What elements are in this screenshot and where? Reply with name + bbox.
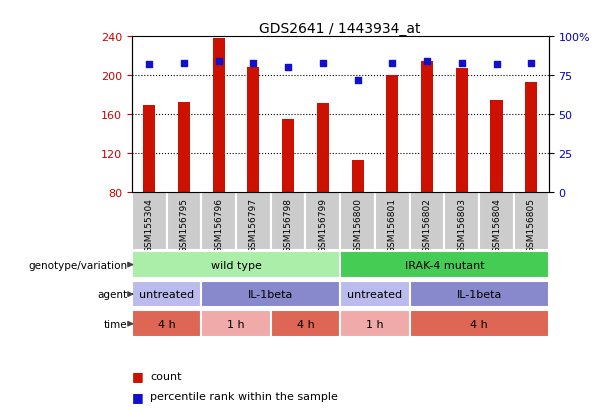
Text: GSM156804: GSM156804 — [492, 197, 501, 252]
Point — [144, 62, 154, 69]
Text: 1 h: 1 h — [366, 319, 384, 329]
FancyBboxPatch shape — [444, 193, 479, 250]
Text: untreated: untreated — [348, 290, 403, 299]
FancyBboxPatch shape — [340, 193, 375, 250]
Text: 4 h: 4 h — [470, 319, 488, 329]
Bar — [317, 103, 329, 193]
Bar — [282, 120, 294, 193]
Text: ■: ■ — [132, 369, 143, 382]
Point — [492, 62, 501, 69]
FancyBboxPatch shape — [479, 193, 514, 250]
FancyBboxPatch shape — [201, 193, 236, 250]
Bar — [386, 76, 398, 193]
FancyBboxPatch shape — [132, 193, 167, 250]
Text: IRAK-4 mutant: IRAK-4 mutant — [405, 260, 484, 270]
Text: IL-1beta: IL-1beta — [457, 290, 502, 299]
FancyBboxPatch shape — [132, 311, 201, 337]
Point — [214, 59, 224, 65]
FancyBboxPatch shape — [375, 193, 409, 250]
FancyBboxPatch shape — [236, 193, 271, 250]
FancyBboxPatch shape — [167, 193, 201, 250]
Text: 4 h: 4 h — [297, 319, 314, 329]
FancyBboxPatch shape — [201, 281, 340, 308]
FancyBboxPatch shape — [514, 193, 549, 250]
Point — [318, 60, 328, 67]
Text: GSM156802: GSM156802 — [422, 197, 432, 252]
Text: percentile rank within the sample: percentile rank within the sample — [150, 392, 338, 401]
Text: GSM156803: GSM156803 — [457, 197, 466, 252]
Bar — [178, 102, 190, 193]
Text: GSM156797: GSM156797 — [249, 197, 258, 252]
FancyBboxPatch shape — [409, 193, 444, 250]
FancyBboxPatch shape — [132, 252, 340, 278]
Bar — [351, 161, 364, 193]
FancyBboxPatch shape — [132, 281, 201, 308]
Text: 4 h: 4 h — [158, 319, 175, 329]
Bar — [213, 39, 225, 193]
Point — [352, 78, 362, 84]
Text: wild type: wild type — [211, 260, 261, 270]
Title: GDS2641 / 1443934_at: GDS2641 / 1443934_at — [259, 22, 421, 36]
Text: GSM156799: GSM156799 — [318, 197, 327, 252]
Text: GSM156805: GSM156805 — [527, 197, 536, 252]
Bar — [247, 68, 259, 193]
FancyBboxPatch shape — [340, 281, 409, 308]
Bar — [143, 105, 155, 193]
Text: time: time — [104, 319, 128, 329]
FancyBboxPatch shape — [271, 311, 340, 337]
Bar — [490, 100, 503, 193]
Text: GSM156800: GSM156800 — [353, 197, 362, 252]
FancyBboxPatch shape — [305, 193, 340, 250]
Text: ■: ■ — [132, 390, 143, 403]
Point — [457, 60, 466, 67]
Text: GSM156795: GSM156795 — [180, 197, 188, 252]
Text: IL-1beta: IL-1beta — [248, 290, 294, 299]
Text: GSM156801: GSM156801 — [388, 197, 397, 252]
Text: agent: agent — [97, 290, 128, 299]
FancyBboxPatch shape — [340, 252, 549, 278]
Text: untreated: untreated — [139, 290, 194, 299]
FancyBboxPatch shape — [201, 311, 271, 337]
Point — [179, 60, 189, 67]
FancyBboxPatch shape — [409, 281, 549, 308]
Bar — [455, 69, 468, 193]
Point — [248, 60, 258, 67]
Point — [527, 60, 536, 67]
FancyBboxPatch shape — [409, 311, 549, 337]
Point — [283, 65, 293, 71]
Text: GSM156796: GSM156796 — [214, 197, 223, 252]
Text: GSM156798: GSM156798 — [284, 197, 292, 252]
FancyBboxPatch shape — [340, 311, 409, 337]
Bar — [525, 83, 538, 193]
Point — [387, 60, 397, 67]
Text: count: count — [150, 371, 181, 381]
Text: GSM155304: GSM155304 — [145, 197, 154, 252]
Bar — [421, 62, 433, 193]
Text: 1 h: 1 h — [227, 319, 245, 329]
Point — [422, 59, 432, 65]
FancyBboxPatch shape — [271, 193, 305, 250]
Text: genotype/variation: genotype/variation — [28, 260, 128, 270]
